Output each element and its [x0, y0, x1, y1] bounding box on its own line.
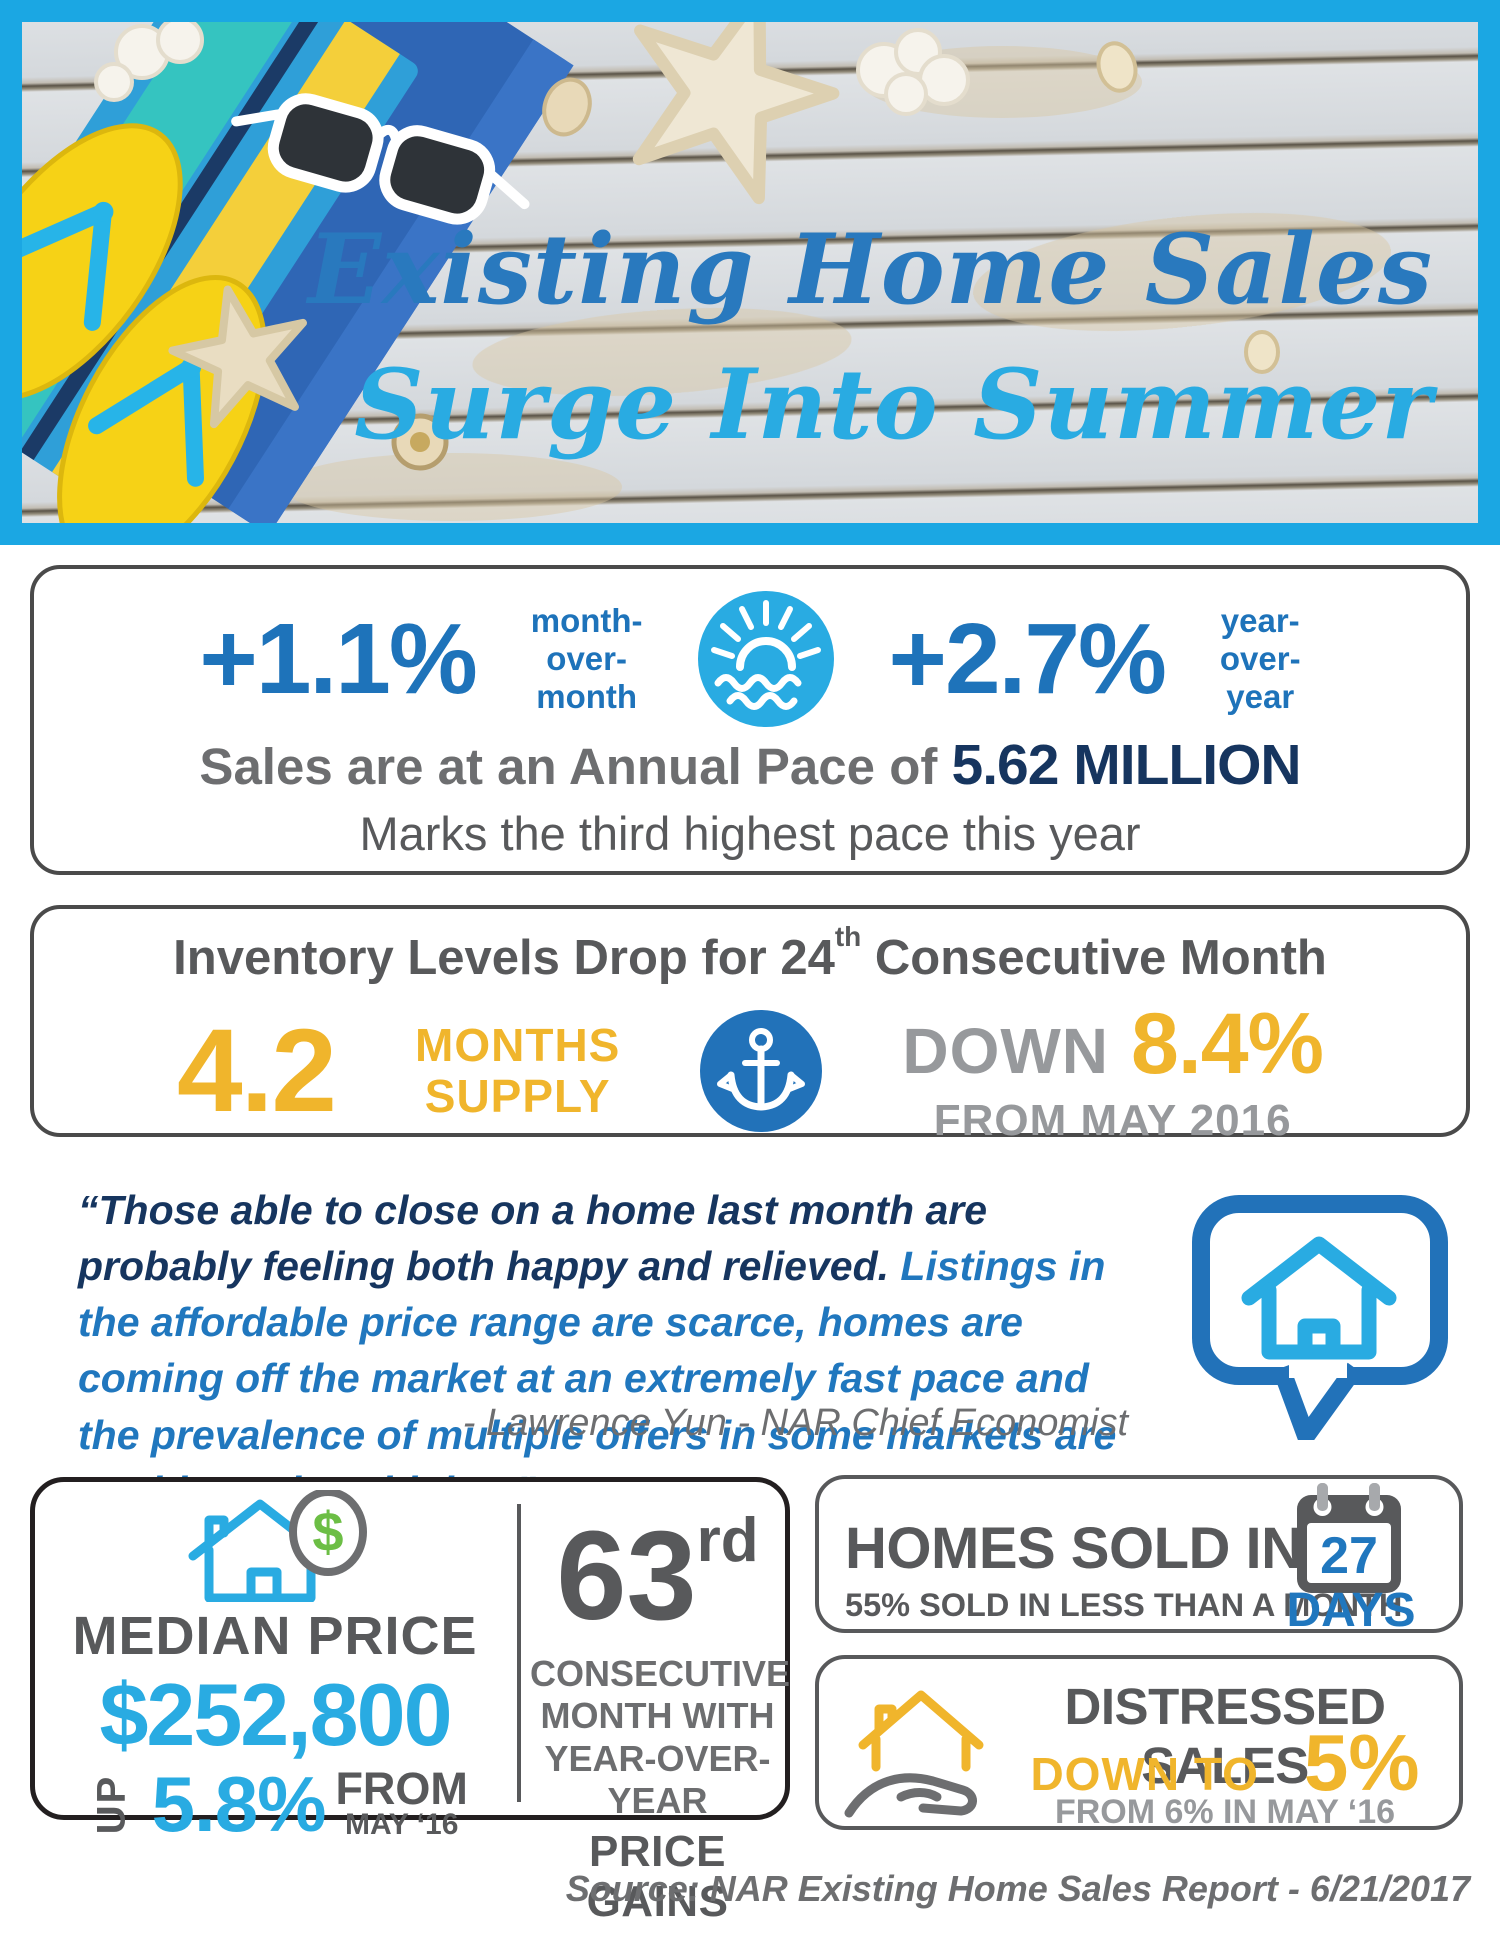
header-banner: Existing Home Sales Surge Into Summer	[0, 0, 1500, 545]
median-price-column: $ MEDIAN PRICE $252,800 UP 5.8% FROM MAY…	[35, 1482, 515, 1843]
from-month: MAY ‘16	[344, 1808, 459, 1842]
down-to-label: DOWN TO	[1030, 1748, 1259, 1800]
header-title-line2: Surge Into Summer	[354, 348, 1433, 461]
inventory-title: Inventory Levels Drop for 24th Consecuti…	[34, 923, 1466, 983]
shells	[391, 41, 1280, 471]
year-over-year-label: year- over- year	[1219, 602, 1301, 715]
beach-decor-graphics	[22, 22, 1391, 523]
streak-number: 63	[556, 1505, 697, 1646]
sunglasses	[231, 93, 530, 225]
pace-value-text: 5.62 MILLION	[951, 733, 1302, 797]
annual-pace-line: Sales are at an Annual Pace of 5.62 MILL…	[34, 737, 1466, 794]
from-date: FROM MAY ‘16	[335, 1763, 468, 1842]
source-citation: Source: NAR Existing Home Sales Report -…	[565, 1868, 1470, 1909]
quote-part-navy: “Those able to close on a home last mont…	[78, 1187, 988, 1290]
price-gains-label: PRICE GAINS	[586, 1826, 729, 1926]
calendar-icon: 27	[1295, 1483, 1403, 1600]
month-over-month-value: +1.1%	[199, 603, 477, 715]
streak-line1: CONSECUTIVE	[530, 1653, 791, 1694]
vertical-divider	[517, 1504, 521, 1802]
distressed-sales-panel: DISTRESSED SALES DOWN TO 5% FROM 6% IN M…	[815, 1655, 1463, 1831]
inventory-panel: Inventory Levels Drop for 24th Consecuti…	[30, 905, 1470, 1145]
calendar-day-number: 27	[1320, 1527, 1378, 1585]
streak-ordinal: rd	[696, 1506, 759, 1575]
inventory-stats-row: 4.2 MONTHS SUPPLY DOWN 8.4	[34, 995, 1466, 1146]
house-dollar-icon: $	[35, 1488, 515, 1607]
inventory-title-ordinal: th	[834, 921, 862, 952]
month-over-month-label: month- over- month	[530, 602, 643, 715]
streak-description: CONSECUTIVE MONTH WITH YEAR-OVER-YEAR	[530, 1653, 791, 1823]
streak-line2: MONTH WITH	[540, 1695, 775, 1737]
sun-over-waves-icon	[697, 591, 834, 727]
down-value: 8.4%	[1130, 996, 1324, 1092]
distressed-sales-row: DOWN TO 5%	[1005, 1718, 1445, 1807]
homes-sold-panel: HOMES SOLD IN 55% SOLD IN LESS THAN A MO…	[815, 1475, 1463, 1637]
down-note: FROM MAY 2016	[933, 1096, 1292, 1145]
flip-flop-left	[22, 123, 183, 401]
streak-value: 63rd	[530, 1510, 785, 1639]
header-title-line1: Existing Home Sales	[307, 213, 1433, 326]
speech-bubble-house-icon	[1185, 1190, 1465, 1445]
days-word: DAYS	[1286, 1584, 1416, 1637]
distressed-note: FROM 6% IN MAY ‘16	[1054, 1793, 1396, 1831]
year-over-year-value: +2.7%	[888, 603, 1167, 715]
coral	[94, 22, 970, 116]
median-up-row: UP 5.8% FROM MAY ‘16	[35, 1765, 515, 1843]
distressed-percentage: 5%	[1303, 1718, 1420, 1807]
anchor-icon	[700, 1009, 823, 1132]
distressed-sales-title: DISTRESSED SALES	[1064, 1678, 1386, 1794]
median-price-label: MEDIAN PRICE	[72, 1606, 478, 1666]
beach-photo: Existing Home Sales Surge Into Summer	[22, 22, 1478, 523]
starfish-large	[632, 22, 840, 205]
homes-sold-subtitle: 55% SOLD IN LESS THAN A MONTH	[845, 1587, 1403, 1623]
months-supply-label: MONTHS SUPPLY	[415, 1018, 621, 1122]
annual-pace-panel: +1.1% month- over- month	[30, 565, 1470, 875]
homes-sold-title: HOMES SOLD IN	[845, 1516, 1303, 1581]
months-supply-value: 4.2	[176, 1004, 337, 1137]
inventory-title-suffix: Consecutive Month	[861, 931, 1327, 985]
streak-column: 63rd CONSECUTIVE MONTH WITH YEAR-OVER-YE…	[530, 1482, 791, 1927]
hand-house-icon	[841, 1673, 1001, 1828]
dollar-sign: $	[312, 1500, 343, 1563]
economist-quote: “Those able to close on a home last mont…	[78, 1182, 1158, 1519]
inventory-title-prefix: Inventory Levels Drop for 24	[173, 931, 835, 985]
up-word: UP	[89, 1774, 134, 1834]
inventory-down-group: DOWN 8.4% FROM MAY 2016	[902, 995, 1324, 1146]
down-word: DOWN	[902, 1015, 1109, 1087]
median-price-value: $252,800	[99, 1665, 452, 1764]
up-percentage: 5.8%	[151, 1760, 327, 1848]
quote-attribution: - Lawrence Yun - NAR Chief Economist	[462, 1402, 1128, 1444]
starfish-small	[168, 285, 307, 429]
streak-line3: YEAR-OVER-YEAR	[544, 1737, 771, 1822]
median-price-panel: $ MEDIAN PRICE $252,800 UP 5.8% FROM MAY…	[30, 1477, 790, 1926]
pace-stats-row: +1.1% month- over- month	[34, 591, 1466, 727]
from-word: FROM	[335, 1763, 468, 1815]
pace-prefix-text: Sales are at an Annual Pace of	[199, 738, 952, 795]
pace-note-text: Marks the third highest pace this year	[359, 807, 1141, 860]
